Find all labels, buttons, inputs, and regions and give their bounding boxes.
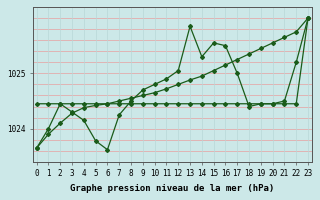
X-axis label: Graphe pression niveau de la mer (hPa): Graphe pression niveau de la mer (hPa): [70, 184, 275, 193]
